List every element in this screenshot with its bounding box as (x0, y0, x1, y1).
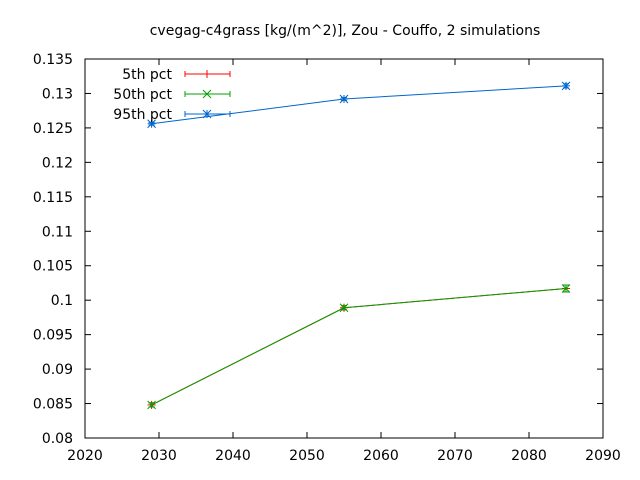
data-point-d2 (339, 94, 349, 104)
y-tick-label: 0.12 (42, 155, 73, 171)
data-point-d2 (147, 119, 156, 129)
series-line (151, 287, 567, 406)
legend-marker (202, 109, 212, 119)
x-tick-label: 2030 (141, 448, 177, 464)
x-tick-label: 2020 (67, 448, 103, 464)
series-layer (147, 81, 571, 410)
y-tick-label: 0.115 (33, 190, 73, 206)
y-tick-label: 0.095 (33, 328, 73, 344)
data-point-d2 (339, 303, 349, 313)
y-tick-label: 0.09 (42, 362, 73, 378)
data-point (147, 119, 156, 129)
data-point (561, 284, 571, 293)
y-tick-label: 0.1 (51, 293, 73, 309)
data-point-d2 (561, 284, 571, 293)
x-tick-label: 2090 (585, 448, 621, 464)
data-point (561, 81, 571, 91)
legend: 5th pct 50th pct 95th pct (113, 67, 231, 123)
x-tick-label: 2040 (215, 448, 251, 464)
y-tick-label: 0.08 (42, 431, 73, 447)
y-tick-label: 0.125 (33, 121, 73, 137)
x-tick-label: 2080 (511, 448, 547, 464)
legend-label: 95th pct (113, 107, 172, 123)
data-point (339, 94, 349, 104)
legend-label: 50th pct (113, 87, 172, 103)
x-tick-label: 2060 (363, 448, 399, 464)
x-tick-label: 2050 (289, 448, 325, 464)
y-tick-label: 0.135 (33, 52, 73, 68)
axes: 2020 2030 2040 2050 2060 2070 2080 2090 0.08 0.08… (33, 52, 621, 464)
data-point-d2 (561, 81, 571, 91)
series-0 (147, 284, 570, 409)
x-tick-label: 2070 (437, 448, 473, 464)
series-line (151, 85, 567, 125)
y-tick-label: 0.11 (42, 224, 73, 240)
y-tick-label: 0.13 (42, 86, 73, 102)
data-point-d2 (147, 400, 156, 410)
series-line (151, 287, 567, 406)
legend-label: 5th pct (122, 67, 172, 83)
y-tick-label: 0.105 (33, 259, 73, 275)
legend-marker-d2 (202, 109, 212, 119)
data-point (339, 303, 349, 313)
series-2 (147, 81, 571, 129)
plot-frame (84, 58, 604, 439)
series-1 (147, 284, 571, 410)
legend-marker (202, 89, 212, 99)
legend-marker-d2 (202, 89, 212, 99)
y-tick-label: 0.085 (33, 397, 73, 413)
legend-marker (203, 70, 211, 78)
chart-title: cvegag-c4grass [kg/(m^2)], Zou - Couffo,… (150, 23, 541, 39)
data-point (147, 400, 156, 410)
